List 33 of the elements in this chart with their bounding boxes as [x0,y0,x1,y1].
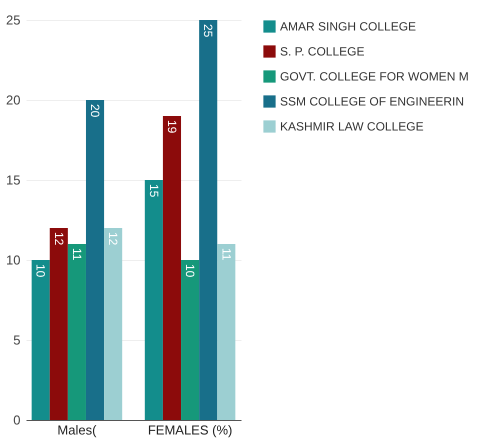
data-label: 25 [201,24,216,38]
y-tick-label: 10 [6,252,20,268]
legend-label: KASHMIR LAW COLLEGE [280,120,424,134]
data-label: 19 [164,120,179,134]
bar [199,20,218,420]
bar [162,116,182,420]
y-tick-label: 25 [6,12,20,28]
data-label: 20 [88,104,102,118]
bar [68,244,86,420]
y-tick-label: 20 [6,92,20,108]
bar [50,228,68,420]
data-label: 12 [52,232,66,246]
data-label: 10 [183,264,198,278]
bar [32,260,50,420]
data-label: 11 [219,248,234,261]
bar [104,228,122,420]
bar [86,100,104,420]
legend-label: GOVT. COLLEGE FOR WOMEN M [280,70,469,84]
x-tick-label: Males( [57,422,98,438]
legend-label: S. P. COLLEGE [280,44,364,58]
y-tick-label: 15 [6,172,20,188]
legend-label: SSM COLLEGE OF ENGINEERIN [280,94,464,108]
bar [181,260,200,420]
bar [144,180,163,420]
data-label: 11 [70,248,84,261]
data-label: 15 [146,184,161,198]
y-tick-label: 0 [13,412,20,428]
bar [217,244,236,420]
legend-label: AMAR SINGH COLLEGE [280,20,416,34]
y-tick-label: 5 [13,332,20,348]
data-label: 10 [34,264,48,278]
x-tick-label: FEMALES (%) [148,422,232,438]
data-label: 12 [106,232,120,246]
